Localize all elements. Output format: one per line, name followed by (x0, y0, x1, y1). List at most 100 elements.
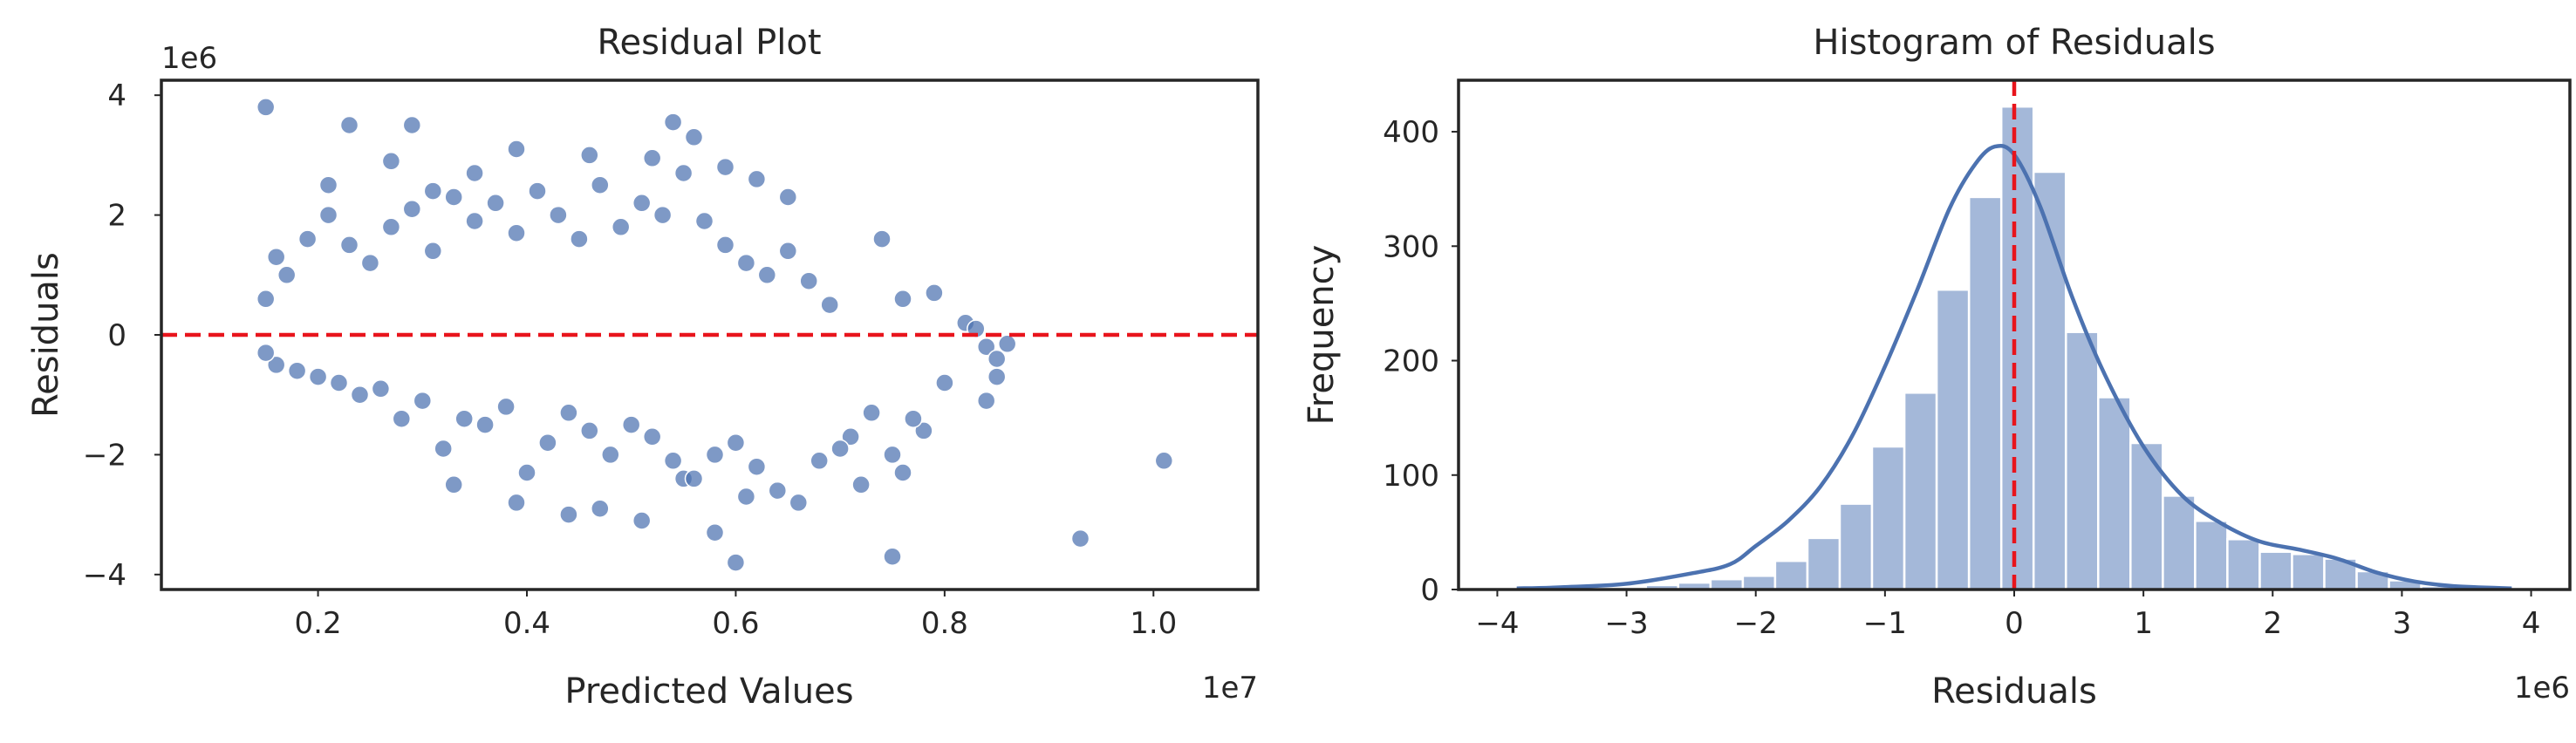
scatter-point (632, 511, 652, 530)
scatter-point (820, 295, 839, 315)
scatter-point (402, 115, 422, 135)
histogram-bar (1935, 288, 1971, 591)
scatter-point (976, 337, 996, 357)
histogram-y-label: Frequency (1302, 245, 1342, 426)
scatter-point (694, 211, 714, 231)
x-tick-label: −2 (1734, 606, 1778, 641)
scatter-point (747, 457, 767, 476)
residual-plot-y-label: Residuals (26, 252, 66, 418)
scatter-point (789, 493, 809, 513)
scatter-point (663, 112, 683, 132)
scatter-point (705, 522, 725, 542)
scatter-point (768, 481, 788, 501)
scatter-point (684, 127, 704, 147)
x-tick-label: −1 (1863, 606, 1907, 641)
histogram-bar (2162, 494, 2197, 591)
histogram-bar (1999, 105, 2035, 591)
scatter-point (580, 421, 599, 440)
scatter-point (256, 98, 276, 117)
y-tick-label: 300 (1383, 229, 1439, 264)
scatter-point (266, 355, 286, 375)
scatter-point (517, 463, 536, 482)
scatter-point (256, 290, 276, 309)
histogram-bar (1709, 577, 1745, 591)
scatter-point (736, 487, 756, 507)
x-tick-label: 4 (2522, 606, 2541, 641)
scatter-point (747, 169, 767, 189)
scatter-point (507, 223, 526, 242)
scatter-point (987, 349, 1007, 369)
scatter-point (621, 415, 641, 434)
histogram-bar (2065, 331, 2100, 591)
residual-plot-x-label: Predicted Values (564, 671, 853, 712)
histogram-x-ticks: −4 −3 −2 −1 0 1 2 3 4 (1475, 590, 2540, 641)
scatter-point (726, 553, 746, 572)
histogram-bar (1838, 502, 1874, 591)
histogram-bar (2258, 550, 2293, 591)
scatter-point (496, 397, 516, 417)
y-tick-label: −2 (83, 438, 126, 473)
histogram-bar (1741, 575, 1777, 591)
residual-plot-y-ticks: −4 −2 0 2 4 (83, 78, 161, 593)
scatter-point (872, 229, 892, 249)
scatter-point (799, 271, 818, 290)
scatter-point (987, 367, 1007, 386)
scatter-point (318, 175, 338, 194)
scatter-point (444, 187, 463, 207)
residual-plot-x-offset: 1e7 (1202, 671, 1258, 706)
histogram-bar (2291, 553, 2326, 591)
scatter-point (841, 427, 860, 446)
scatter-point (287, 361, 307, 380)
scatter-point (1070, 528, 1090, 549)
histogram-bar (2097, 396, 2132, 591)
scatter-point (570, 229, 589, 249)
scatter-point (862, 403, 881, 423)
scatter-point (475, 415, 495, 434)
scatter-point (591, 499, 610, 518)
x-tick-label: 0.8 (921, 606, 968, 641)
scatter-point (381, 217, 401, 237)
scatter-point (997, 334, 1017, 354)
kde-curve (1516, 143, 2512, 590)
scatter-point (360, 253, 380, 273)
histogram-bar (1773, 559, 1809, 591)
scatter-point (673, 163, 694, 183)
histogram-y-ticks: 0 100 200 300 400 (1383, 115, 1459, 608)
histogram-title: Histogram of Residuals (1813, 23, 2215, 63)
y-tick-label: −4 (83, 558, 126, 593)
scatter-point (1154, 451, 1174, 471)
scatter-point (601, 445, 620, 465)
scatter-point (465, 211, 484, 231)
y-tick-label: 200 (1383, 344, 1439, 379)
histogram-bar (1903, 392, 1938, 591)
y-tick-label: 100 (1383, 459, 1439, 494)
histogram-bar (2194, 520, 2229, 591)
y-tick-label: 2 (107, 199, 126, 234)
scatter-point (736, 253, 756, 273)
scatter-point (339, 115, 359, 135)
histogram-bar (2226, 538, 2261, 591)
scatter-point (413, 391, 433, 411)
scatter-points (256, 98, 1174, 572)
scatter-point (454, 409, 474, 428)
scatter-point (810, 451, 829, 471)
scatter-point (778, 187, 798, 207)
y-tick-label: 4 (107, 78, 126, 113)
scatter-point (726, 433, 746, 453)
scatter-point (653, 205, 673, 225)
scatter-point (423, 242, 443, 261)
scatter-point (976, 391, 996, 411)
histogram-bar (1806, 536, 1841, 591)
scatter-point (914, 421, 933, 440)
scatter-point (893, 290, 912, 309)
residual-plot-title: Residual Plot (597, 23, 821, 63)
scatter-point (642, 148, 662, 168)
scatter-point (883, 445, 902, 465)
scatter-point (350, 385, 370, 405)
x-tick-label: 2 (2263, 606, 2282, 641)
scatter-point (851, 475, 871, 494)
scatter-point (830, 439, 850, 459)
y-tick-label: 400 (1383, 115, 1439, 150)
scatter-point (507, 493, 526, 513)
scatter-point (705, 445, 725, 465)
